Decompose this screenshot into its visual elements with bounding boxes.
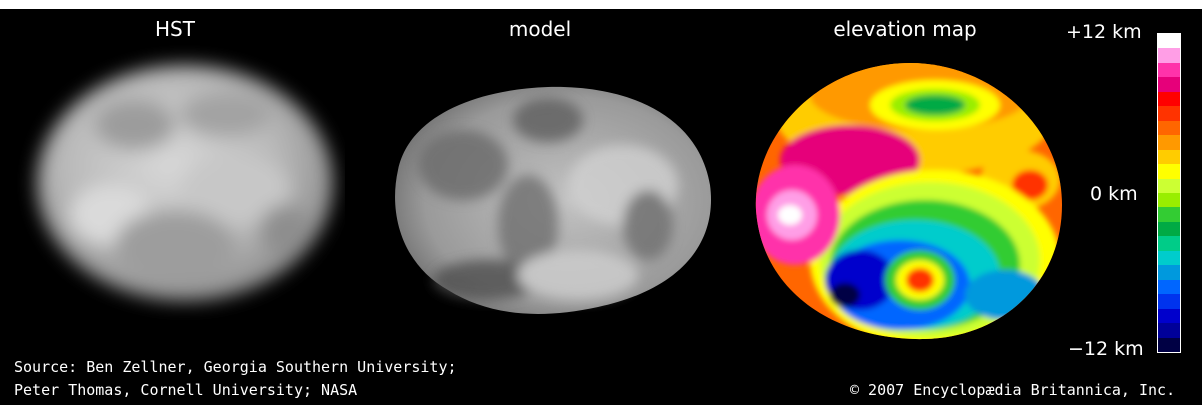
elevation-map-label: elevation map — [833, 17, 977, 41]
elevation-map-image — [755, 63, 1063, 340]
color-scale-segment — [1158, 265, 1180, 280]
copyright-notice: © 2007 Encyclopædia Britannica, Inc. — [850, 381, 1176, 399]
model-image — [395, 86, 712, 314]
color-scale-segment — [1158, 135, 1180, 150]
color-scale-segment — [1158, 236, 1180, 251]
color-scale-segment — [1158, 294, 1180, 309]
color-scale-segment — [1158, 250, 1180, 266]
model-label: model — [508, 17, 572, 41]
hst-image — [37, 65, 333, 301]
color-scale-segment — [1158, 178, 1180, 193]
color-scale-segment — [1158, 106, 1180, 121]
color-scale-segment — [1158, 323, 1180, 338]
color-scale-segment — [1158, 149, 1180, 165]
source-credit-line-2: Peter Thomas, Cornell University; NASA — [14, 381, 358, 399]
color-scale-segment — [1158, 120, 1180, 136]
elevation-color-scale — [1157, 33, 1181, 353]
color-scale-segment — [1158, 62, 1180, 78]
color-scale-segment — [1158, 77, 1180, 92]
scale-bottom-label: −12 km — [1068, 338, 1144, 360]
color-scale-segment — [1158, 48, 1180, 63]
color-scale-segment — [1158, 192, 1180, 208]
color-scale-segment — [1158, 207, 1180, 222]
color-scale-segment — [1158, 337, 1180, 352]
source-credit-line-1: Source: Ben Zellner, Georgia Southern Un… — [14, 358, 457, 376]
color-scale-segment — [1158, 164, 1180, 179]
color-scale-segment — [1158, 34, 1180, 49]
hst-label: HST — [155, 17, 195, 41]
scale-top-label: +12 km — [1066, 21, 1142, 43]
color-scale-segment — [1158, 308, 1180, 324]
color-scale-segment — [1158, 91, 1180, 107]
scale-middle-label: 0 km — [1090, 183, 1138, 205]
color-scale-segment — [1158, 221, 1180, 237]
color-scale-segment — [1158, 279, 1180, 295]
